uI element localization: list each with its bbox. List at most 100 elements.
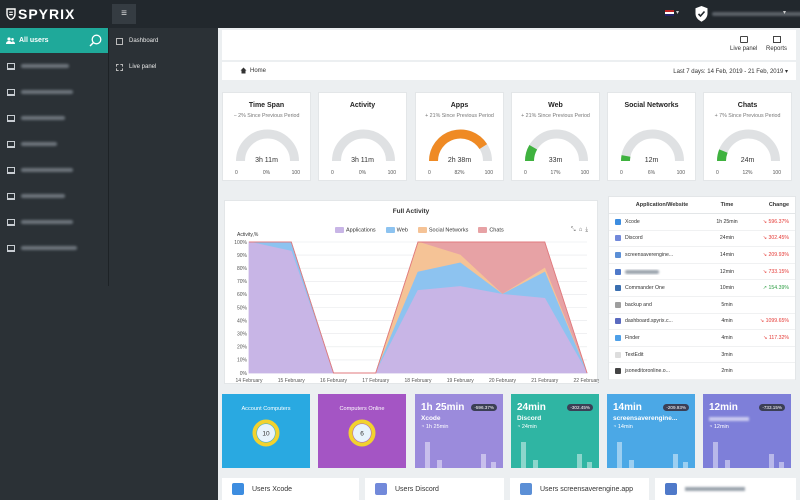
legend-item[interactable]: Applications — [335, 227, 376, 233]
tile-time-value: 1h 25min — [425, 424, 449, 430]
device-item[interactable] — [0, 79, 108, 105]
table-row[interactable]: Xcode 1h 25min ↘ 596.37% — [609, 214, 795, 231]
gauge-delta: − 2% Since Previous Period — [233, 113, 300, 119]
y-tick-label: 0% — [240, 371, 248, 377]
device-item[interactable] — [0, 131, 108, 157]
app-icon — [615, 268, 621, 275]
users-card[interactable]: Users screensaverengine.app — [510, 478, 649, 500]
mini-bar — [533, 460, 538, 468]
device-item[interactable] — [0, 183, 108, 209]
tile-mini-bars — [613, 434, 689, 468]
change-badge: -302.45% — [567, 404, 593, 411]
all-users-item[interactable]: All users — [0, 28, 108, 53]
col-time[interactable]: Time — [720, 202, 734, 208]
app-icon — [615, 318, 621, 325]
monitor-icon — [7, 88, 15, 96]
table-row[interactable]: Discord 24min ↘ 302.45% — [609, 231, 795, 248]
device-name — [21, 64, 69, 68]
secondary-nav: Dashboard Live panel — [110, 28, 218, 500]
date-range-selector[interactable]: Last 7 days: 14 Feb, 2019 - 21 Feb, 2019… — [673, 69, 788, 75]
summary-tile[interactable]: Account Computers 10 — [222, 394, 310, 468]
account-shield-icon[interactable] — [694, 5, 709, 23]
mini-bar — [521, 442, 526, 468]
tile-big-time: 12min — [709, 402, 738, 413]
users-icon — [6, 37, 15, 44]
app-icon — [615, 235, 621, 242]
change-cell: ↘ 302.45% — [745, 235, 795, 241]
table-row[interactable]: screensaverengine... 14min ↘ 209.93% — [609, 247, 795, 264]
table-row[interactable]: backup and 5min — [609, 297, 795, 314]
gauge-value: 3h 11m — [351, 157, 374, 164]
gauge-max: 100 — [772, 170, 781, 176]
download-icon[interactable]: ⤓ — [585, 227, 591, 233]
legend-item[interactable]: Chats — [478, 227, 504, 233]
mini-bar — [425, 442, 430, 468]
breadcrumb-home[interactable]: Home — [250, 68, 267, 74]
users-card[interactable]: Users Xcode — [222, 478, 359, 500]
menu-toggle-button[interactable]: ≡ — [112, 4, 136, 24]
reset-icon[interactable]: ⌂ — [578, 227, 586, 233]
reports-button[interactable]: Reports — [766, 36, 787, 52]
gauge-min: 0 — [524, 170, 527, 176]
gauge-card: Time Span − 2% Since Previous Period 3h 11… — [222, 92, 311, 181]
app-icon — [520, 483, 532, 495]
table-row[interactable]: jsoneditoronline.o... 2min — [609, 363, 795, 380]
legend-item[interactable]: Web — [385, 227, 408, 233]
summary-tile[interactable]: 1h 25min Xcode ◔ 1h 25min -596.37% — [415, 394, 503, 468]
gauge-track — [717, 129, 780, 162]
tile-big-time: 1h 25min — [421, 402, 465, 413]
table-row[interactable]: 12min ↘ 733.15% — [609, 264, 795, 281]
device-item[interactable] — [0, 105, 108, 131]
donut-center — [257, 424, 275, 442]
gauge-value: 33m — [548, 157, 563, 164]
table-row[interactable]: Commander One 10min ↗ 154.39% — [609, 280, 795, 297]
gauge-card: Social Networks 12m 0 6% 100 — [607, 92, 696, 181]
nav-dashboard-label: Dashboard — [129, 38, 159, 44]
users-card[interactable] — [655, 478, 796, 500]
app-name: backup and — [625, 301, 652, 308]
brand-logo[interactable]: SPYRIX — [6, 6, 75, 22]
tile-app-name: screensaverengine... — [613, 415, 678, 422]
clock-icon: ◔ — [613, 424, 618, 430]
change-cell: ↘ 117.32% — [745, 335, 795, 341]
change-cell: ↘ 1099.65% — [745, 318, 795, 324]
gauge-min: 0 — [331, 170, 334, 176]
table-row[interactable]: dashboard.spyrix.c... 4min ↘ 1099.65% — [609, 314, 795, 331]
time-cell: 4min — [721, 318, 733, 325]
live-panel-button[interactable]: Live panel — [730, 36, 757, 52]
table-row[interactable]: Finder 4min ↘ 117.32% — [609, 330, 795, 347]
main-content: Live panel Reports Home Last 7 days: 14 … — [218, 28, 800, 500]
device-item[interactable] — [0, 53, 108, 79]
trend-down-icon: ↘ — [759, 318, 766, 325]
summary-tile[interactable]: 14min screensaverengine... ◔ 14min -209.93% — [607, 394, 695, 468]
chevron-down-icon[interactable]: ▾ — [783, 10, 787, 16]
search-icon[interactable] — [89, 34, 102, 47]
chevron-down-icon[interactable]: ▾ — [676, 10, 680, 16]
summary-tile[interactable]: Computers Online 6 — [318, 394, 406, 468]
device-item[interactable] — [0, 157, 108, 183]
col-app[interactable]: Application/Website — [635, 202, 689, 208]
legend-item[interactable]: Social Networks — [417, 227, 468, 233]
device-item[interactable] — [0, 235, 108, 261]
change-cell: ↗ 154.39% — [745, 285, 795, 291]
table-row[interactable]: TextEdit 3min — [609, 347, 795, 364]
all-users-label: All users — [19, 37, 49, 44]
monitor-icon — [7, 166, 15, 174]
change-value: 1099.65% — [765, 318, 789, 325]
users-card[interactable]: Users Discord — [365, 478, 504, 500]
zoom-icon[interactable]: ⤡ — [570, 227, 579, 233]
nav-dashboard[interactable]: Dashboard — [110, 28, 218, 54]
account-name[interactable] — [712, 12, 800, 16]
nav-live-panel[interactable]: Live panel — [110, 54, 218, 80]
summary-tile[interactable]: 12min ◔ 12min -733.15% — [703, 394, 791, 468]
change-badge: -596.37% — [471, 404, 497, 411]
gauge-value: 12m — [644, 157, 659, 164]
tile-time: ◔ 12min — [709, 424, 729, 430]
device-item[interactable] — [0, 209, 108, 235]
donut-arc — [252, 419, 280, 447]
col-change[interactable]: Change — [768, 202, 789, 208]
dashboard-icon — [116, 37, 123, 45]
summary-tile[interactable]: 24min Discord ◔ 24min -302.45% — [511, 394, 599, 468]
language-flag-icon[interactable] — [665, 10, 674, 16]
gauge-card: Web + 21% Since Previous Period 33m 0 17% 100 — [511, 92, 600, 181]
